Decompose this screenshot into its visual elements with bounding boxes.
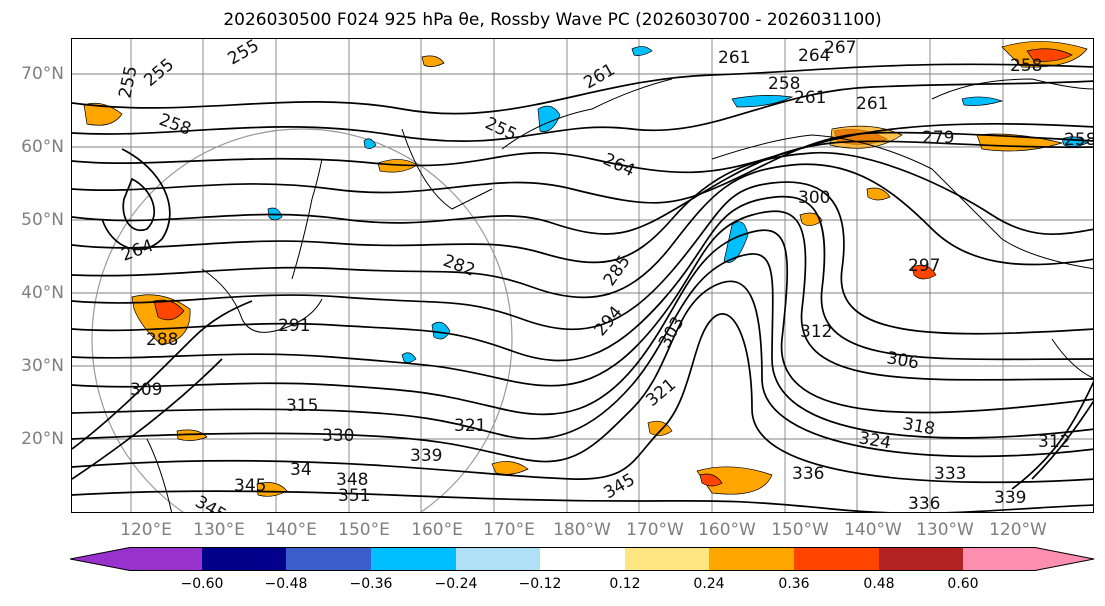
coastlines [146,78,1093,512]
contour-label: 255 [140,55,178,91]
contour-label: 291 [278,316,310,336]
lon-label-140w: 140°W [844,520,902,540]
contour-label: 339 [994,488,1026,508]
contour-label: 264 [600,149,638,181]
colorbar-segment [879,547,963,571]
contour-label: 288 [146,330,178,350]
colorbar-tick: 0.12 [609,576,641,592]
colorbar-tick: −0.36 [349,576,393,592]
contour-label: 258 [156,110,193,140]
colorbar-tick: −0.24 [434,576,478,592]
contour-label: 315 [286,396,318,416]
plot-title: 2026030500 F024 925 hPa θe, Rossby Wave … [223,10,882,30]
map-canvas: 255 255 255 258 261 261 258 264 267 261 … [72,39,1094,513]
contour-label: 336 [792,464,824,484]
map-panel: 255 255 255 258 261 261 258 264 267 261 … [71,38,1094,513]
contour-label: 300 [798,188,830,208]
contour-label: 258 [1010,56,1042,76]
colorbar-segment [963,547,1035,571]
contour-labels: 255 255 255 258 261 261 258 264 267 261 … [115,39,1094,513]
contour-label: 339 [410,446,442,466]
lat-label-50n: 50°N [21,210,64,230]
contour-label: 34 [290,460,312,480]
range-ring [91,128,513,512]
lat-label-60n: 60°N [21,137,64,157]
contour-label: 267 [824,39,856,58]
contour-label: 255 [115,64,141,100]
contour-label: 309 [130,380,162,400]
lon-label-130e: 130°E [193,520,245,540]
contour-label: 282 [440,251,477,281]
lon-label-160e: 160°E [411,520,463,540]
contour-label: 348 [336,470,368,490]
colorbar-segment [286,547,371,571]
contour-label: 330 [322,426,354,446]
lon-label-150w: 150°W [771,520,829,540]
contour-label: 345 [234,476,266,496]
colorbar-segment [70,547,130,571]
colorbar-segment [625,547,709,571]
lon-label-160w: 160°W [698,520,756,540]
colorbar [70,547,1095,571]
contour-label: 261 [718,48,750,68]
colorbar-tick: 0.36 [778,576,810,592]
contour-label: 264 [798,46,830,66]
lat-label-20n: 20°N [21,429,64,449]
lon-label-150e: 150°E [338,520,390,540]
colorbar-tick: 0.24 [693,576,725,592]
colorbar-segment [130,547,202,571]
contour-label: 345 [192,492,230,513]
colorbar-tick: 0.48 [863,576,895,592]
colorbar-segment [540,547,625,571]
lon-label-120w: 120°W [989,520,1047,540]
colorbar-tick: −0.12 [518,576,562,592]
colorbar-segment [794,547,879,571]
contour-label: 258 [1064,130,1094,150]
theta-e-contours [72,63,1093,512]
colorbar-segment [202,547,286,571]
lat-label-30n: 30°N [21,356,64,376]
lat-label-40n: 40°N [21,283,64,303]
contour-label: 345 [601,470,639,504]
contour-label: 279 [922,128,954,148]
contour-label: 306 [885,348,920,373]
contour-label: 321 [454,416,486,436]
lon-label-130w: 130°W [916,520,974,540]
colorbar-tick: −0.60 [180,576,224,592]
graticule [72,39,1093,512]
lon-label-120e: 120°E [120,520,172,540]
contour-label: 297 [908,256,940,276]
contour-label: 261 [856,94,888,114]
contour-label: 258 [768,74,800,94]
colorbar-segment [709,547,794,571]
contour-label: 255 [225,39,263,69]
contour-label: 324 [857,428,892,453]
contour-label: 312 [1038,432,1070,452]
contour-label: 261 [794,88,826,108]
contour-label: 264 [119,236,156,266]
colorbar-tick: −0.48 [264,576,308,592]
lon-label-170e: 170°E [483,520,535,540]
lon-label-180w: 180°W [553,520,611,540]
contour-label: 312 [800,322,832,342]
lat-label-70n: 70°N [21,64,64,84]
lon-label-170w: 170°W [626,520,684,540]
contour-label: 336 [908,494,940,513]
colorbar-segment [456,547,540,571]
contour-label: 294 [591,302,627,340]
contour-label: 333 [934,464,966,484]
lon-label-140e: 140°E [265,520,317,540]
colorbar-segment [371,547,456,571]
contour-label: 351 [338,486,370,506]
colorbar-segment [1035,547,1094,571]
colorbar-tick: 0.60 [947,576,979,592]
contour-label: 321 [642,375,680,411]
